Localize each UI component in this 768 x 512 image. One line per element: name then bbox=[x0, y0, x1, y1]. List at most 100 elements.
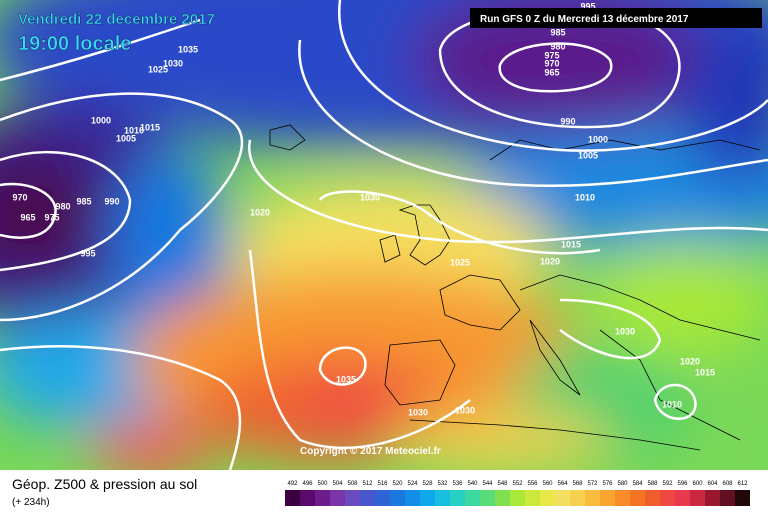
run-box bbox=[470, 8, 762, 28]
scale-label: 564 bbox=[557, 481, 568, 487]
scale-swatch bbox=[585, 490, 600, 506]
isobar-label: 1015 bbox=[695, 367, 715, 377]
scale-swatch bbox=[420, 490, 435, 506]
scale-swatch bbox=[465, 490, 480, 506]
scale-label: 580 bbox=[617, 481, 628, 487]
isobar-label: 985 bbox=[76, 196, 91, 206]
scale-label: 604 bbox=[707, 481, 718, 487]
scale-swatch bbox=[405, 490, 420, 506]
isobar-label: 980 bbox=[550, 41, 565, 51]
isobar-label: 1025 bbox=[450, 257, 470, 267]
time: 19:00 locale bbox=[18, 33, 131, 55]
scale-swatch bbox=[450, 490, 465, 506]
scale-label: 540 bbox=[467, 481, 478, 487]
scale-swatch bbox=[630, 490, 645, 506]
scale-label: 608 bbox=[722, 481, 733, 487]
isobar-label: 1030 bbox=[360, 192, 380, 202]
isobar-label: 1005 bbox=[578, 150, 598, 160]
footer-title: Géop. Z500 & pression au sol bbox=[12, 476, 197, 492]
isobar-label: 1020 bbox=[680, 356, 700, 366]
isobar-label: 1035 bbox=[178, 44, 198, 54]
isobar-label: 1030 bbox=[615, 326, 635, 336]
scale-label: 552 bbox=[512, 481, 523, 487]
isobar-label: 970 bbox=[544, 58, 559, 68]
isobar-label: 1010 bbox=[662, 399, 682, 409]
scale-swatch bbox=[435, 490, 450, 506]
scale-label: 588 bbox=[647, 481, 658, 487]
scale-label: 512 bbox=[362, 481, 373, 487]
scale-label: 500 bbox=[317, 481, 328, 487]
isobar-label: 975 bbox=[544, 50, 559, 60]
scale-swatch bbox=[720, 490, 735, 506]
scale-swatch bbox=[645, 490, 660, 506]
scale-label: 496 bbox=[302, 481, 313, 487]
scale-swatch bbox=[390, 490, 405, 506]
scale-swatch bbox=[330, 490, 345, 506]
footer-lead: (+ 234h) bbox=[12, 497, 50, 508]
scale-swatch bbox=[315, 490, 330, 506]
scale-swatch bbox=[705, 490, 720, 506]
isobar-label: 970 bbox=[12, 192, 27, 202]
scale-swatch bbox=[735, 490, 750, 506]
scale-label: 560 bbox=[542, 481, 553, 487]
scale-label: 528 bbox=[422, 481, 433, 487]
scale-swatch bbox=[600, 490, 615, 506]
isobars bbox=[0, 0, 768, 471]
date: Vendredi 22 decembre 2017 bbox=[18, 11, 215, 28]
isobar-label: 990 bbox=[104, 196, 119, 206]
isobar-label: 1010 bbox=[124, 125, 144, 135]
scale-label: 520 bbox=[392, 481, 403, 487]
scale-swatch bbox=[615, 490, 630, 506]
scale-label: 592 bbox=[662, 481, 673, 487]
copyright: Copyright © 2017 Meteociel.fr bbox=[300, 446, 441, 457]
scale-label: 544 bbox=[482, 481, 493, 487]
scale-label: 548 bbox=[497, 481, 508, 487]
scale-swatch bbox=[480, 490, 495, 506]
isobar-label: 1000 bbox=[588, 134, 608, 144]
field bbox=[0, 0, 768, 480]
scale-label: 596 bbox=[677, 481, 688, 487]
scale-swatch bbox=[300, 490, 315, 506]
scale-label: 568 bbox=[572, 481, 583, 487]
scale-swatch bbox=[555, 490, 570, 506]
scale-swatch bbox=[360, 490, 375, 506]
scale-swatch bbox=[375, 490, 390, 506]
isobar-label: 985 bbox=[550, 27, 565, 37]
scale-label: 612 bbox=[737, 481, 748, 487]
scale-swatch bbox=[675, 490, 690, 506]
scale-label: 536 bbox=[452, 481, 463, 487]
isobar-label: 995 bbox=[580, 1, 595, 11]
isobar-label: 1005 bbox=[116, 133, 136, 143]
scale-label: 556 bbox=[527, 481, 538, 487]
scale-swatch bbox=[570, 490, 585, 506]
isobar-label: 980 bbox=[55, 201, 70, 211]
scale-label: 508 bbox=[347, 481, 358, 487]
scale-swatch bbox=[510, 490, 525, 506]
isobar-label: 1030 bbox=[455, 405, 475, 415]
scale-swatch bbox=[540, 490, 555, 506]
isobar-label: 1000 bbox=[91, 115, 111, 125]
scale-swatch bbox=[690, 490, 705, 506]
scale-label: 572 bbox=[587, 481, 598, 487]
isobar-label: 975 bbox=[44, 212, 59, 222]
scale-swatch bbox=[660, 490, 675, 506]
scale-label: 516 bbox=[377, 481, 388, 487]
isobar-label: 1020 bbox=[250, 207, 270, 217]
isobar-label: 1030 bbox=[163, 58, 183, 68]
scale-swatch bbox=[495, 490, 510, 506]
scale-label: 524 bbox=[407, 481, 418, 487]
isobar-labels: 9859809759709659959901000100510101015102… bbox=[12, 1, 715, 417]
scale-swatch bbox=[285, 490, 300, 506]
scale-label: 492 bbox=[287, 481, 298, 487]
isobar-label: 990 bbox=[560, 116, 575, 126]
isobar-label: 1030 bbox=[408, 407, 428, 417]
isobar-label: 1035 bbox=[336, 374, 356, 384]
scale-swatch bbox=[345, 490, 360, 506]
isobar-label: 1020 bbox=[540, 256, 560, 266]
scale-swatch bbox=[525, 490, 540, 506]
isobar-label: 965 bbox=[544, 67, 559, 77]
scale-label: 576 bbox=[602, 481, 613, 487]
scale-label: 600 bbox=[692, 481, 703, 487]
